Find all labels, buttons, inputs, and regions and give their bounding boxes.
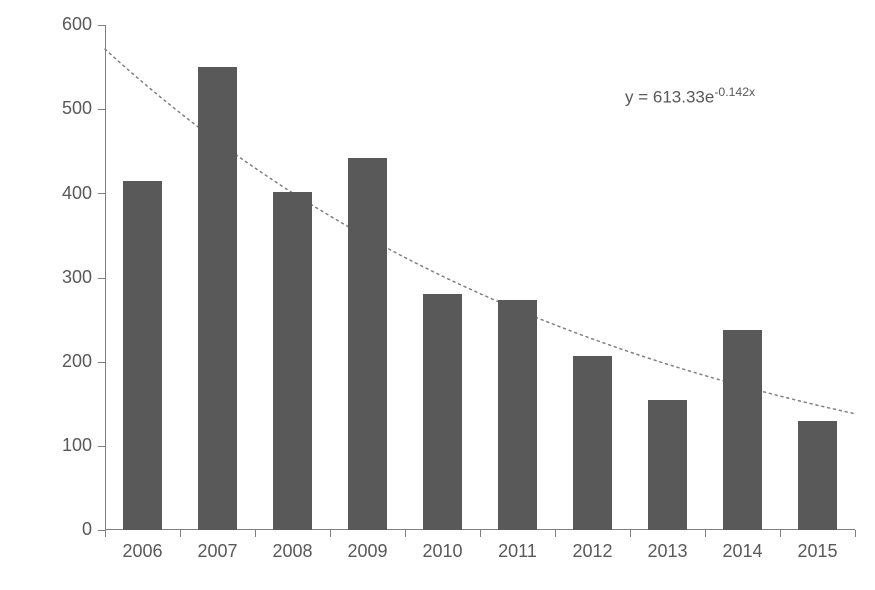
x-tick-label: 2014: [705, 541, 780, 562]
y-axis-line: [105, 25, 106, 530]
x-tick-label: 2012: [555, 541, 630, 562]
minimum-known-alive-chart: Minimum Known Alive y = 613.33e-0.142x 0…: [0, 0, 875, 590]
x-tick-mark: [180, 530, 181, 537]
bar: [423, 294, 463, 531]
bar: [348, 158, 388, 530]
bar: [273, 192, 313, 530]
bar: [123, 181, 163, 530]
x-tick-label: 2010: [405, 541, 480, 562]
x-tick-mark: [555, 530, 556, 537]
x-tick-label: 2011: [480, 541, 555, 562]
y-tick-label: 300: [32, 267, 92, 288]
bar: [573, 356, 613, 530]
x-tick-label: 2007: [180, 541, 255, 562]
y-tick-mark: [98, 362, 105, 363]
x-tick-mark: [405, 530, 406, 537]
x-tick-mark: [855, 530, 856, 537]
bar: [198, 67, 238, 530]
y-tick-label: 100: [32, 435, 92, 456]
bar: [648, 400, 688, 530]
y-tick-mark: [98, 278, 105, 279]
y-tick-label: 500: [32, 98, 92, 119]
bar: [498, 300, 538, 530]
bar: [798, 421, 838, 530]
trendline-equation: y = 613.33e-0.142x: [625, 85, 755, 108]
x-tick-label: 2009: [330, 541, 405, 562]
y-tick-mark: [98, 109, 105, 110]
x-tick-mark: [480, 530, 481, 537]
x-tick-mark: [780, 530, 781, 537]
equation-prefix: y = 613.33e: [625, 88, 714, 107]
x-tick-label: 2006: [105, 541, 180, 562]
y-tick-label: 600: [32, 14, 92, 35]
bar: [723, 330, 763, 530]
x-tick-mark: [105, 530, 106, 537]
x-tick-mark: [705, 530, 706, 537]
y-tick-label: 0: [32, 519, 92, 540]
x-tick-mark: [255, 530, 256, 537]
x-tick-label: 2013: [630, 541, 705, 562]
y-tick-label: 400: [32, 183, 92, 204]
y-tick-mark: [98, 446, 105, 447]
x-tick-mark: [330, 530, 331, 537]
equation-exponent: -0.142x: [714, 85, 755, 99]
x-tick-label: 2015: [780, 541, 855, 562]
x-tick-label: 2008: [255, 541, 330, 562]
y-tick-mark: [98, 530, 105, 531]
x-tick-mark: [630, 530, 631, 537]
y-tick-mark: [98, 193, 105, 194]
y-tick-mark: [98, 25, 105, 26]
y-tick-label: 200: [32, 351, 92, 372]
